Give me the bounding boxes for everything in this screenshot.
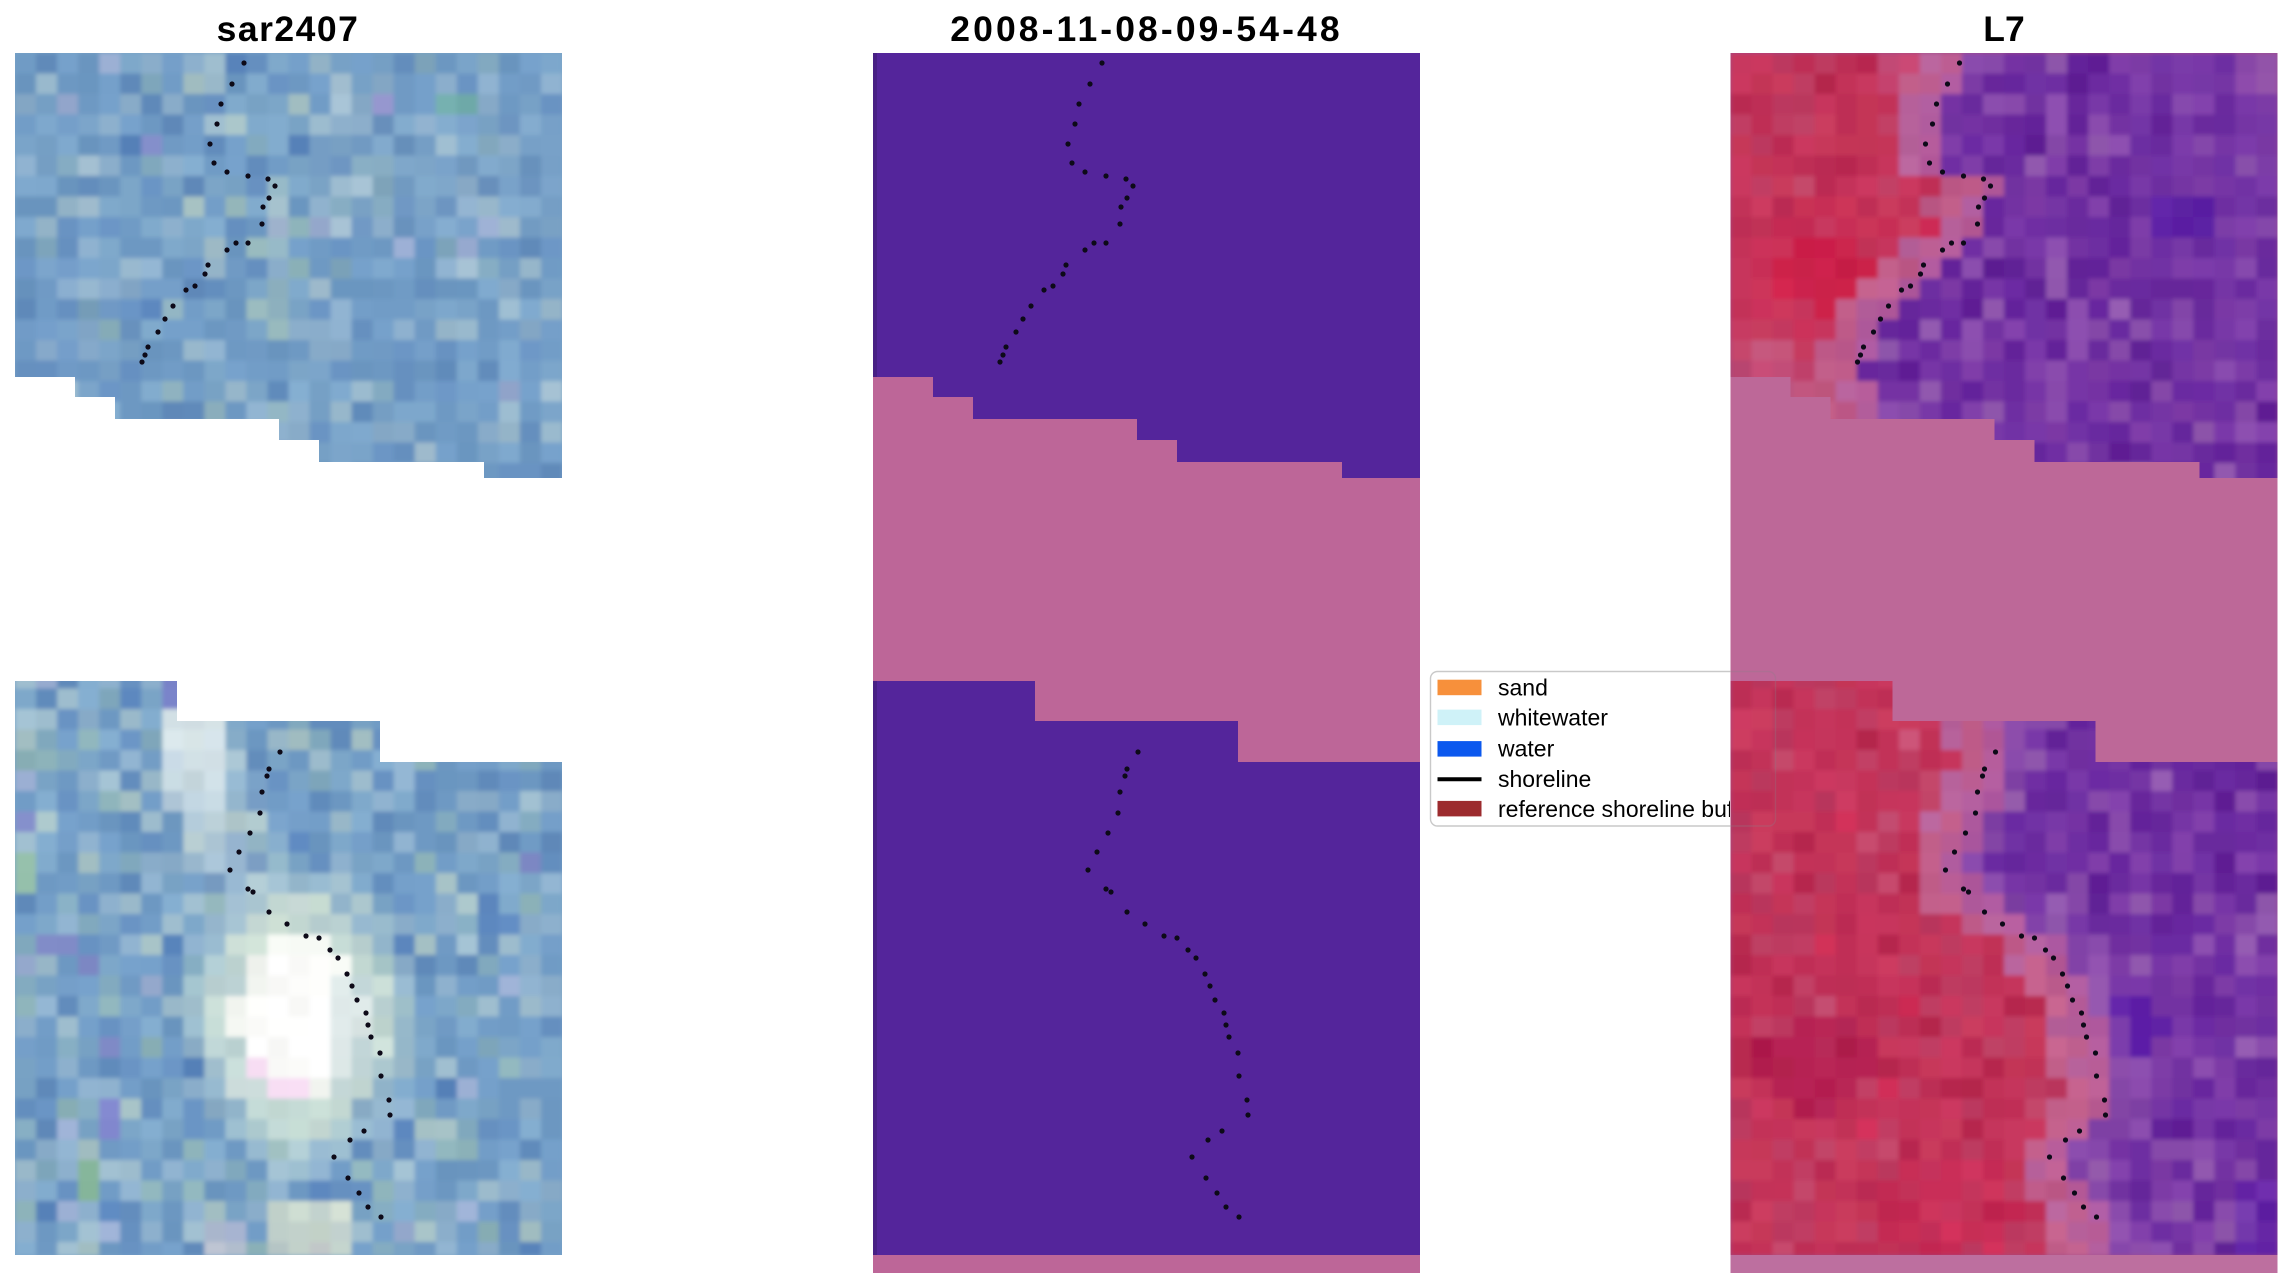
svg-text:sand: sand <box>1498 674 1548 700</box>
svg-text:sar2407: sar2407 <box>217 9 360 49</box>
svg-text:water: water <box>1497 736 1555 762</box>
svg-text:whitewater: whitewater <box>1497 705 1608 731</box>
svg-text:2008-11-08-09-54-48: 2008-11-08-09-54-48 <box>950 9 1342 49</box>
svg-text:L7: L7 <box>1983 9 2024 49</box>
svg-text:reference shoreline buffer: reference shoreline buffer <box>1498 796 1760 822</box>
svg-text:shoreline: shoreline <box>1498 766 1591 792</box>
